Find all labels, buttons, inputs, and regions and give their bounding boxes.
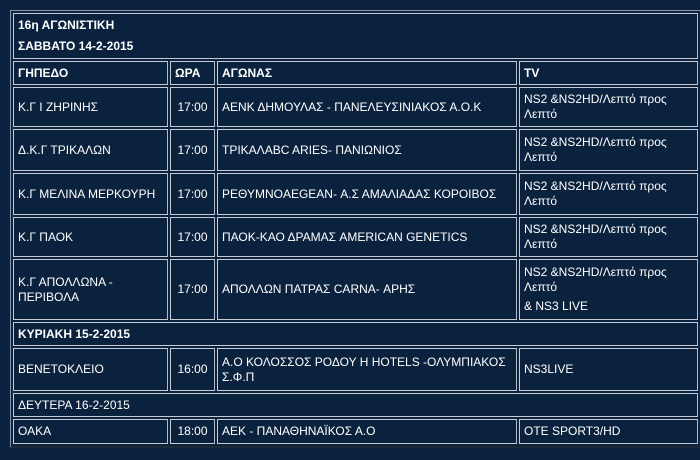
day-row: ΔΕΥΤΕΡΑ 16-2-2015 [13, 393, 698, 417]
venue-cell: Κ.Γ ΜΕΛΙΝΑ ΜΕΡΚΟΥΡΗ [13, 173, 168, 215]
day-row: ΚΥΡΙΑΚΗ 15-2-2015 [13, 322, 698, 346]
match-row: ΒΕΝΕΤΟΚΛΕΙΟ 16:00 Α.Ο ΚΟΛΟΣΣΟΣ ΡΟΔΟΥ H H… [13, 348, 698, 391]
day-label: ΔΕΥΤΕΡΑ 16-2-2015 [13, 393, 698, 417]
time-cell: 18:00 [170, 419, 215, 444]
tv-cell: OTE SPORT3/HD [519, 419, 698, 444]
tv-channel: NS2 &NS2HD/Λεπτό προς Λεπτό [524, 179, 667, 208]
match-row: Κ.Γ ΜΕΛΙΝΑ ΜΕΡΚΟΥΡΗ 17:00 ΡΕΘΥΜΝΟAEGEAN-… [13, 173, 698, 215]
match-cell: ΑΠΟΛΛΩΝ ΠΑΤΡΑΣ CARNA- ΑΡΗΣ [217, 259, 517, 320]
tv-cell: NS2 &NS2HD/Λεπτό προς Λεπτό [519, 217, 698, 257]
match-row: Κ.Γ Ι ΖΗΡΙΝΗΣ 17:00 ΑΕΝΚ ΔΗΜΟΥΛΑΣ - ΠΑΝΕ… [13, 87, 698, 127]
tv-extra: & NS3 LIVE [524, 299, 589, 313]
tv-channel: NS2 &NS2HD/Λεπτό προς Λεπτό [524, 135, 667, 164]
time-cell: 17:00 [170, 217, 215, 257]
match-cell: ΑΕΝΚ ΔΗΜΟΥΛΑΣ - ΠΑΝΕΛΕΥΣΙΝΙΑΚΟΣ Α.Ο.Κ [217, 87, 517, 127]
header-venue: ΓΗΠΕΔΟ [13, 61, 168, 85]
match-row: ΟΑΚΑ 18:00 ΑΕΚ - ΠΑΝΑΘΗΝΑΪΚΟΣ Α.Ο OTE SP… [13, 419, 698, 444]
time-cell: 17:00 [170, 259, 215, 320]
day-label: ΚΥΡΙΑΚΗ 15-2-2015 [13, 322, 698, 346]
match-cell: ΡΕΘΥΜΝΟAEGEAN- Α.Σ ΑΜΑΛΙΑΔΑΣ ΚΟΡΟΙΒΟΣ [217, 173, 517, 215]
round-title: 16η ΑΓΩΝΙΣΤΙΚΗ [18, 18, 115, 32]
time-cell: 16:00 [170, 348, 215, 391]
match-row: Κ.Γ ΠΑΟΚ 17:00 ΠΑΟΚ-ΚΑΟ ΔΡΑΜΑΣ AMERICAN … [13, 217, 698, 257]
match-cell: ΑΕΚ - ΠΑΝΑΘΗΝΑΪΚΟΣ Α.Ο [217, 419, 517, 444]
header-match: ΑΓΩΝΑΣ [217, 61, 517, 85]
tv-channel: NS2 &NS2HD/Λεπτό προς Λεπτό [524, 265, 667, 294]
title-row: 16η ΑΓΩΝΙΣΤΙΚΗ ΣΑΒΒΑΤΟ 14-2-2015 [13, 13, 698, 59]
tv-cell: NS2 &NS2HD/Λεπτό προς Λεπτό [519, 173, 698, 215]
tv-cell: NS2 &NS2HD/Λεπτό προς Λεπτό [519, 87, 698, 127]
day-label: ΣΑΒΒΑΤΟ 14-2-2015 [18, 39, 134, 53]
tv-cell: NS3LIVE [519, 348, 698, 391]
time-cell: 17:00 [170, 87, 215, 127]
venue-cell: Κ.Γ ΠΑΟΚ [13, 217, 168, 257]
venue-cell: Δ.Κ.Γ ΤΡΙΚΑΛΩΝ [13, 129, 168, 171]
venue-cell: ΟΑΚΑ [13, 419, 168, 444]
time-cell: 17:00 [170, 173, 215, 215]
match-row: Κ.Γ ΑΠΟΛΛΩΝΑ - ΠΕΡΙΒΟΛΑ 17:00 ΑΠΟΛΛΩΝ ΠΑ… [13, 259, 698, 320]
tv-channel: OTE SPORT3/HD [524, 424, 621, 438]
tv-cell: NS2 &NS2HD/Λεπτό προς Λεπτό & NS3 LIVE [519, 259, 698, 320]
title-cell: 16η ΑΓΩΝΙΣΤΙΚΗ ΣΑΒΒΑΤΟ 14-2-2015 [13, 13, 698, 59]
match-cell: ΠΑΟΚ-ΚΑΟ ΔΡΑΜΑΣ AMERICAN GENETICS [217, 217, 517, 257]
match-cell: ΤΡΙΚΑΛΑBC ARIES- ΠΑΝΙΩΝΙΟΣ [217, 129, 517, 171]
tv-channel: NS3LIVE [524, 362, 574, 376]
match-row: Δ.Κ.Γ ΤΡΙΚΑΛΩΝ 17:00 ΤΡΙΚΑΛΑBC ARIES- ΠΑ… [13, 129, 698, 171]
venue-cell: Κ.Γ Ι ΖΗΡΙΝΗΣ [13, 87, 168, 127]
venue-cell: ΒΕΝΕΤΟΚΛΕΙΟ [13, 348, 168, 391]
tv-channel: NS2 &NS2HD/Λεπτό προς Λεπτό [524, 222, 667, 251]
venue-cell: Κ.Γ ΑΠΟΛΛΩΝΑ - ΠΕΡΙΒΟΛΑ [13, 259, 168, 320]
tv-channel: NS2 &NS2HD/Λεπτό προς Λεπτό [524, 92, 667, 121]
header-tv: TV [519, 61, 698, 85]
schedule-table: 16η ΑΓΩΝΙΣΤΙΚΗ ΣΑΒΒΑΤΟ 14-2-2015 ΓΗΠΕΔΟ … [10, 10, 700, 448]
time-cell: 17:00 [170, 129, 215, 171]
header-time: ΩΡΑ [170, 61, 215, 85]
header-row: ΓΗΠΕΔΟ ΩΡΑ ΑΓΩΝΑΣ TV [13, 61, 698, 85]
tv-cell: NS2 &NS2HD/Λεπτό προς Λεπτό [519, 129, 698, 171]
match-cell: Α.Ο ΚΟΛΟΣΣΟΣ ΡΟΔΟΥ H HOTELS -ΟΛΥΜΠΙΑΚΟΣ … [217, 348, 517, 391]
